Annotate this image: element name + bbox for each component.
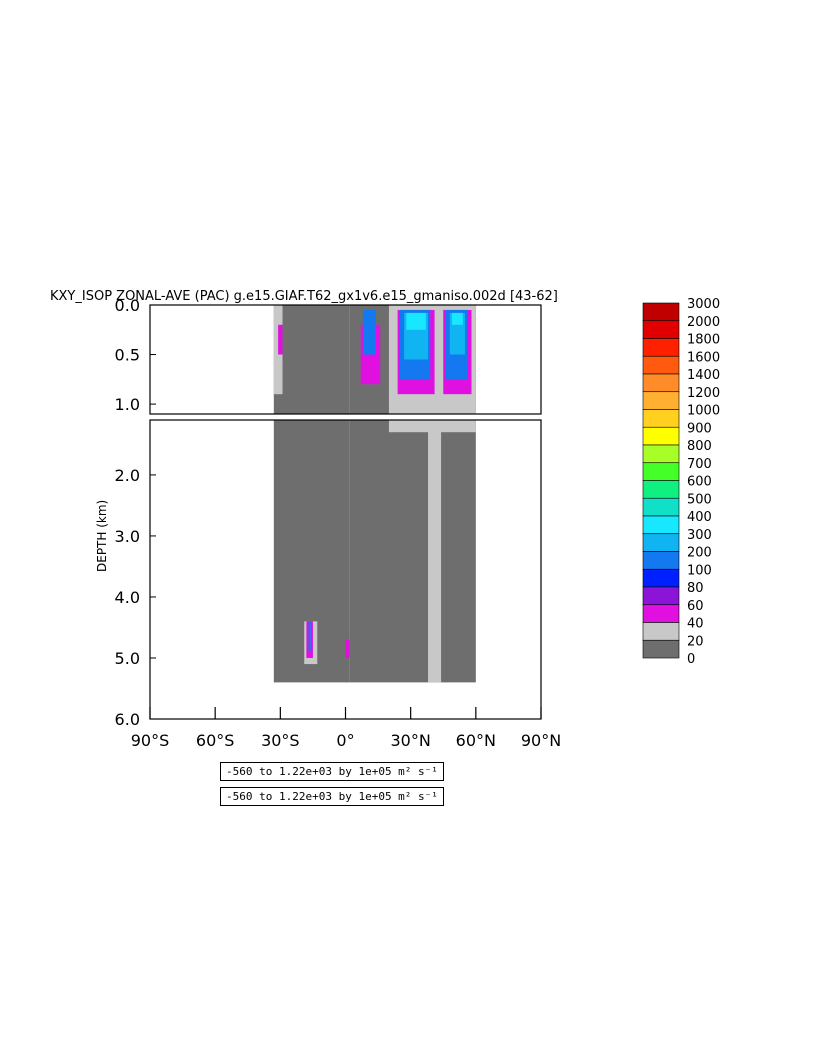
x-tick-label: 90°S <box>131 731 170 750</box>
colorbar-swatch <box>642 604 680 623</box>
colorbar-swatch <box>642 622 680 641</box>
x-tick-label: 60°S <box>196 731 235 750</box>
shaded-region <box>349 420 476 683</box>
colorbar-swatch <box>642 568 680 588</box>
colorbar-swatch <box>642 302 680 322</box>
y-tick-label: 5.0 <box>115 649 140 668</box>
colorbar-label: 3000 <box>687 297 720 312</box>
colorbar-label: 0 <box>687 652 695 667</box>
colorbar-label: 1200 <box>687 386 720 401</box>
colorbar-swatch <box>642 497 680 517</box>
colorbar-swatch <box>642 639 680 659</box>
colorbar-label: 1400 <box>687 368 720 383</box>
y-tick-label: 3.0 <box>115 527 140 546</box>
colorbar-swatch <box>642 551 680 570</box>
colorbar-label: 60 <box>687 599 704 614</box>
colorbar-label: 80 <box>687 581 704 596</box>
colorbar-swatch <box>642 480 680 499</box>
y-tick-label: 0.5 <box>115 346 140 365</box>
panel-frame <box>149 304 542 415</box>
colorbar-label: 2000 <box>687 315 720 330</box>
colorbar-label: 1800 <box>687 333 720 348</box>
colorbar-label: 600 <box>687 475 712 490</box>
colorbar-label: 300 <box>687 528 712 543</box>
colorbar-label: 1600 <box>687 350 720 365</box>
y-tick-label: 4.0 <box>115 588 140 607</box>
shaded-region <box>273 305 350 414</box>
colorbar-swatch <box>642 444 680 464</box>
x-tick-label: 30°S <box>261 731 300 750</box>
upper-panel <box>149 304 542 415</box>
shaded-region <box>451 312 463 325</box>
x-tick-label: 0° <box>336 731 354 750</box>
contour-range-note-2: -560 to 1.22e+03 by 1e+05 m² s⁻¹ <box>220 787 444 806</box>
colorbar-label: 200 <box>687 546 712 561</box>
colorbar-label: 800 <box>687 439 712 454</box>
colorbar-label: 1000 <box>687 404 720 419</box>
colorbar-swatch <box>642 426 680 446</box>
colorbar-label: 40 <box>687 617 704 632</box>
x-tick-label: 90°N <box>521 731 561 750</box>
colorbar-swatch <box>642 391 680 410</box>
colorbar-swatch <box>642 533 680 552</box>
colorbar-swatch <box>642 409 680 428</box>
y-axis-label: DEPTH (km) <box>95 500 109 572</box>
colorbar-label: 900 <box>687 421 712 436</box>
colorbar-swatch <box>642 355 680 375</box>
axes: 90°S 60°S 30°S 0° 30°N 60°N 90°N 0.0 0.5 1.0 2.0 3.… <box>115 296 562 750</box>
colorbar-swatch <box>642 586 680 606</box>
shaded-region <box>406 312 426 330</box>
colorbar-label: 100 <box>687 563 712 578</box>
colorbar: 3000200018001600140012001000900800700600… <box>642 297 720 667</box>
y-tick-label: 1.0 <box>115 395 140 414</box>
colorbar-label: 500 <box>687 492 712 507</box>
shaded-region <box>428 420 442 683</box>
shaded-region <box>278 324 283 355</box>
lower-panel <box>149 419 542 720</box>
shaded-region <box>308 621 311 652</box>
x-tick-label: 30°N <box>391 731 431 750</box>
colorbar-swatch <box>642 462 680 481</box>
x-tick-label: 60°N <box>456 731 496 750</box>
colorbar-swatch <box>642 320 680 339</box>
colorbar-swatch <box>642 373 680 393</box>
colorbar-label: 400 <box>687 510 712 525</box>
colorbar-label: 20 <box>687 634 704 649</box>
chart-title: KXY_ISOP ZONAL-AVE (PAC) g.e15.GIAF.T62_… <box>50 289 558 304</box>
y-tick-label: 6.0 <box>115 710 140 729</box>
colorbar-swatch <box>642 338 680 357</box>
colorbar-label: 700 <box>687 457 712 472</box>
contour-range-note-1: -560 to 1.22e+03 by 1e+05 m² s⁻¹ <box>220 762 444 781</box>
shaded-region <box>362 309 376 355</box>
y-tick-label: 2.0 <box>115 466 140 485</box>
y-tick-label: 0.0 <box>115 296 140 315</box>
colorbar-swatch <box>642 515 680 535</box>
shaded-region <box>345 639 350 658</box>
